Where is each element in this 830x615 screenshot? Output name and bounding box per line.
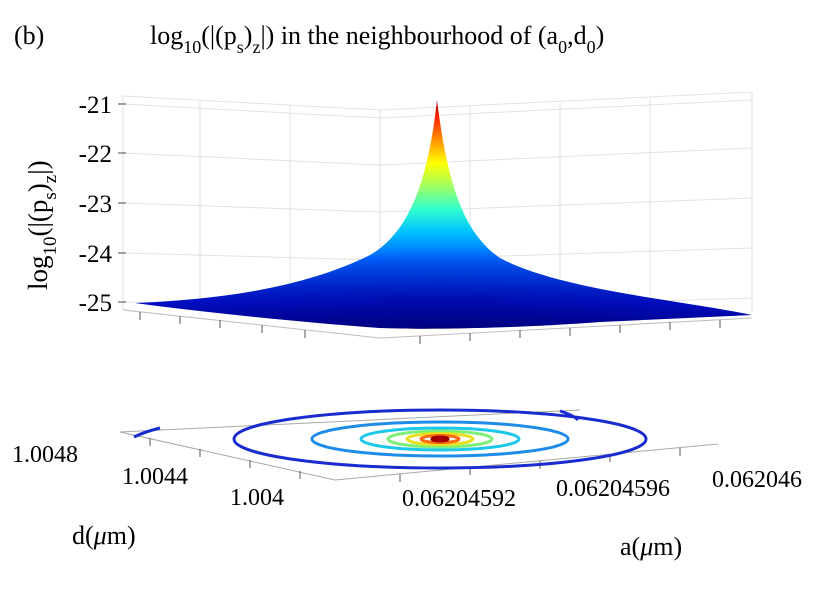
z-axis-label: log10(|(ps)z|) [23, 160, 61, 290]
z-tick-label: -24 [79, 241, 113, 268]
base-axes [122, 309, 753, 339]
contour-line [133, 426, 161, 439]
contour-plane [119, 408, 719, 482]
z-tick-label: -22 [79, 141, 112, 168]
z-tick-label: -23 [79, 191, 112, 218]
contour-line [359, 426, 521, 452]
contour-line [310, 420, 570, 458]
contour-line [386, 429, 494, 449]
y-axis-label: d(μm) [72, 521, 136, 550]
y-tick-label: 1.0048 [12, 442, 78, 468]
contour-line [232, 408, 648, 470]
x-axis-label: a(μm) [620, 532, 682, 561]
x-tick-label: 0.062046 [712, 467, 802, 493]
x-tick-label: 0.06204596 [556, 476, 670, 502]
surface-plot [135, 100, 752, 329]
z-axis: -21 -22 -23 -24 -25 [79, 92, 126, 317]
x-tick-label: 0.06204592 [402, 486, 516, 512]
contour-line [430, 435, 450, 443]
y-tick-label: 1.0044 [122, 464, 188, 490]
panel-label: (b) [14, 21, 44, 50]
contour-line [405, 432, 475, 446]
y-tick-label: 1.004 [230, 485, 284, 511]
base-ticks [139, 312, 721, 344]
z-tick-label: -21 [79, 92, 112, 119]
chart-title: log10(|(ps)z|) in the neighbourhood of (… [150, 21, 604, 57]
z-tick-label: -25 [79, 290, 112, 317]
